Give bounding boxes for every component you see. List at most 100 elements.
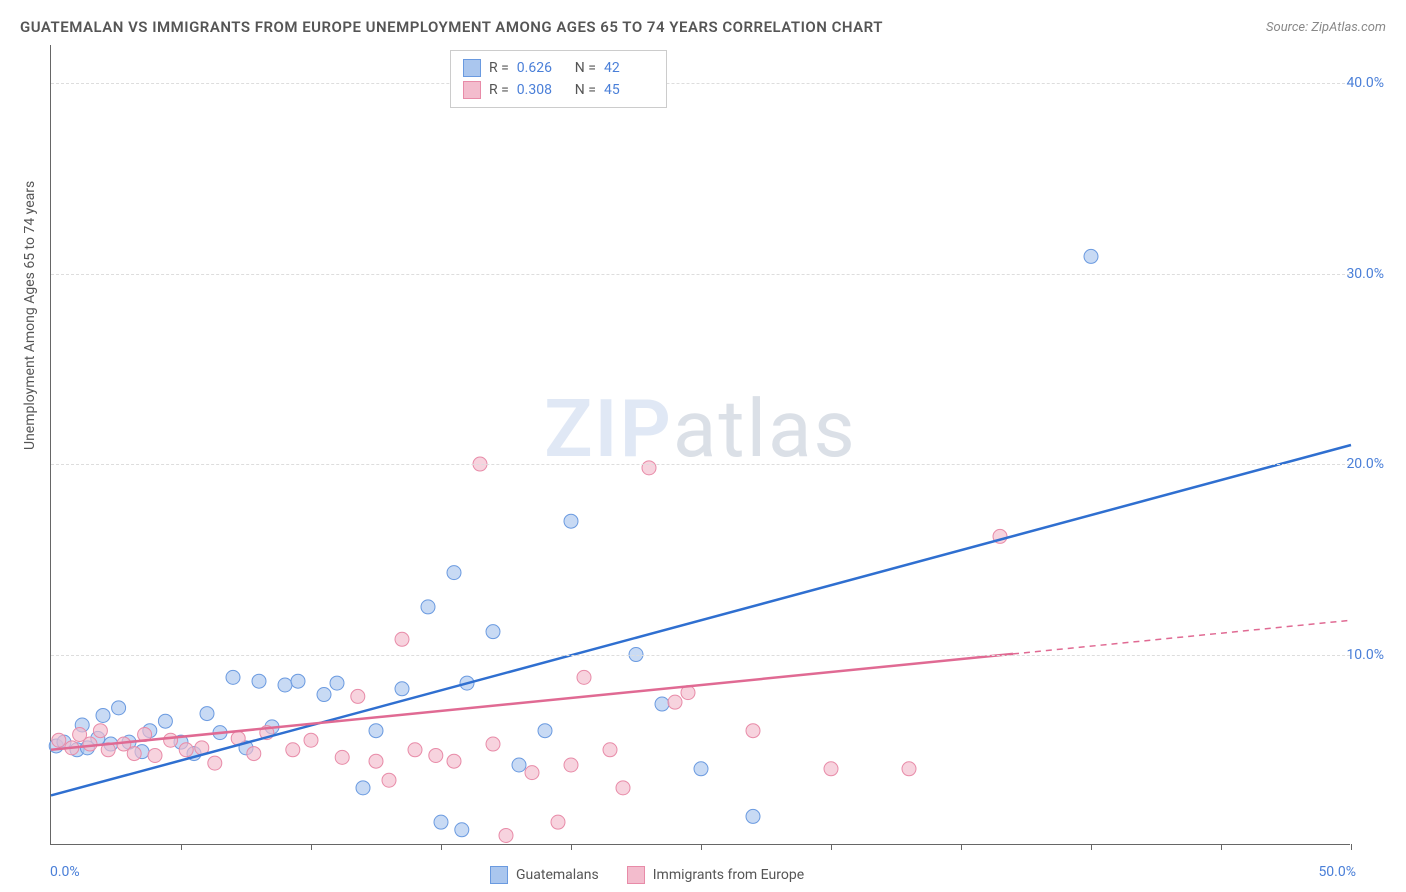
data-point	[447, 566, 461, 580]
data-point	[395, 682, 409, 696]
x-tick	[1091, 844, 1092, 850]
data-point	[278, 678, 292, 692]
data-point	[83, 737, 97, 751]
trend-line-extrapolated	[1013, 620, 1351, 654]
stat-n-value: 45	[604, 82, 654, 98]
data-point	[512, 758, 526, 772]
grid-line	[51, 464, 1350, 465]
stat-n-value: 42	[604, 60, 654, 76]
chart-title: GUATEMALAN VS IMMIGRANTS FROM EUROPE UNE…	[20, 18, 883, 36]
data-point	[200, 707, 214, 721]
x-tick	[701, 844, 702, 850]
data-point	[616, 781, 630, 795]
data-point	[208, 756, 222, 770]
data-point	[164, 733, 178, 747]
data-point	[382, 773, 396, 787]
data-point	[434, 815, 448, 829]
data-point	[538, 724, 552, 738]
legend-series: Guatemalans Immigrants from Europe	[490, 866, 804, 884]
data-point	[668, 695, 682, 709]
data-point	[564, 514, 578, 528]
data-point	[226, 670, 240, 684]
data-point	[902, 762, 916, 776]
data-point	[148, 748, 162, 762]
x-tick	[571, 844, 572, 850]
data-point	[317, 688, 331, 702]
data-point	[369, 754, 383, 768]
y-tick-label: 40.0%	[1346, 75, 1384, 91]
x-tick-min: 0.0%	[50, 864, 80, 880]
x-tick	[311, 844, 312, 850]
data-point	[93, 724, 107, 738]
data-point	[304, 733, 318, 747]
correlation-chart: GUATEMALAN VS IMMIGRANTS FROM EUROPE UNE…	[0, 0, 1406, 892]
data-point	[112, 701, 126, 715]
data-point	[499, 828, 513, 842]
data-point	[694, 762, 708, 776]
data-point	[642, 461, 656, 475]
x-tick	[831, 844, 832, 850]
data-point	[525, 766, 539, 780]
legend-swatch	[627, 866, 645, 884]
data-point	[486, 625, 500, 639]
data-point	[603, 743, 617, 757]
source-label: Source: ZipAtlas.com	[1266, 20, 1386, 35]
data-point	[158, 714, 172, 728]
legend-stats: R =0.626N =42R =0.308N =45	[450, 50, 667, 108]
data-point	[52, 733, 66, 747]
plot-svg	[51, 45, 1350, 844]
data-point	[395, 632, 409, 646]
legend-swatch	[490, 866, 508, 884]
data-point	[179, 743, 193, 757]
legend-label: Immigrants from Europe	[653, 867, 804, 883]
grid-line	[51, 274, 1350, 275]
stat-r-value: 0.308	[517, 82, 567, 98]
data-point	[824, 762, 838, 776]
data-point	[291, 674, 305, 688]
data-point	[356, 781, 370, 795]
y-tick-label: 20.0%	[1346, 456, 1384, 472]
data-point	[429, 748, 443, 762]
plot-area: ZIPatlas	[50, 45, 1350, 845]
data-point	[551, 815, 565, 829]
data-point	[486, 737, 500, 751]
legend-item: Immigrants from Europe	[627, 866, 804, 884]
data-point	[247, 747, 261, 761]
x-tick	[181, 844, 182, 850]
grid-line	[51, 83, 1350, 84]
data-point	[369, 724, 383, 738]
data-point	[564, 758, 578, 772]
data-point	[655, 697, 669, 711]
trend-line	[51, 654, 1013, 750]
data-point	[746, 809, 760, 823]
legend-swatch	[463, 59, 481, 77]
data-point	[96, 708, 110, 722]
legend-stat-row: R =0.626N =42	[463, 57, 654, 79]
legend-label: Guatemalans	[516, 867, 599, 883]
stat-n-label: N =	[575, 82, 596, 98]
data-point	[746, 724, 760, 738]
y-tick-label: 10.0%	[1346, 647, 1384, 663]
grid-line	[51, 655, 1350, 656]
data-point	[330, 676, 344, 690]
data-point	[335, 750, 349, 764]
x-tick	[441, 844, 442, 850]
x-tick	[1351, 844, 1352, 850]
data-point	[447, 754, 461, 768]
stat-r-label: R =	[489, 82, 509, 98]
x-tick	[961, 844, 962, 850]
trend-line	[51, 445, 1351, 795]
data-point	[286, 743, 300, 757]
stat-r-label: R =	[489, 60, 509, 76]
data-point	[577, 670, 591, 684]
x-tick	[1221, 844, 1222, 850]
data-point	[351, 689, 365, 703]
legend-item: Guatemalans	[490, 866, 599, 884]
data-point	[421, 600, 435, 614]
stat-n-label: N =	[575, 60, 596, 76]
data-point	[252, 674, 266, 688]
data-point	[455, 823, 469, 837]
legend-stat-row: R = 0.308 N = 45	[463, 79, 654, 101]
y-axis-label: Unemployment Among Ages 65 to 74 years	[22, 181, 38, 450]
y-tick-label: 30.0%	[1346, 266, 1384, 282]
